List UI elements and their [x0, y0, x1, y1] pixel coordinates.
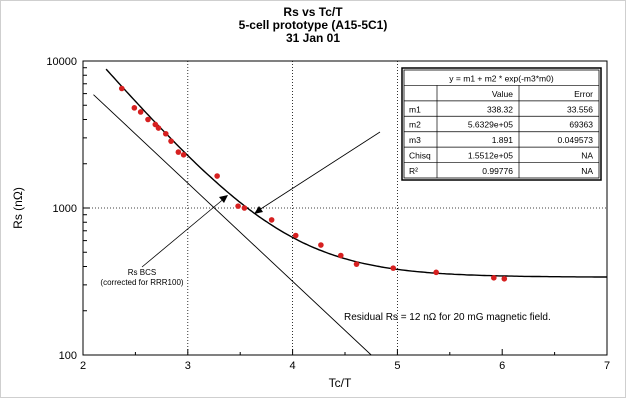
y-tick-label: 10000: [46, 56, 77, 68]
x-axis-title: Tc/T: [329, 376, 352, 390]
x-tick-label: 3: [185, 360, 191, 372]
data-point: [491, 275, 497, 281]
data-point: [292, 232, 299, 239]
x-tick-label: 4: [290, 360, 296, 372]
fit-table-param: m1: [409, 104, 421, 114]
fit-table-value: 338.32: [487, 104, 513, 114]
fit-table-error: NA: [581, 166, 593, 176]
data-point: [131, 105, 138, 111]
data-point: [241, 205, 248, 211]
chart-date: 31 Jan 01: [285, 31, 341, 45]
bcs-label-line1: Rs BCS: [128, 268, 156, 277]
fit-table-error: 69363: [569, 120, 593, 130]
data-point: [145, 116, 151, 123]
fit-table-error: 33.556: [567, 104, 593, 114]
data-point: [318, 242, 324, 248]
fit-table-value: 5.6329e+05: [468, 120, 513, 130]
fit-table-param: m2: [409, 120, 421, 130]
fit-table-header: Value: [492, 89, 513, 99]
fit-table-border: [403, 69, 600, 179]
fit-table-equation: y = m1 + m2 * exp(-m3*m0): [449, 73, 554, 83]
data-point: [162, 130, 169, 137]
fit-table-error: NA: [581, 151, 593, 161]
bcs-line: [93, 94, 372, 355]
bcs-arrow-head: [219, 195, 228, 203]
x-tick-label: 5: [394, 360, 400, 372]
bcs-label-line2: (corrected for RRR100): [100, 278, 183, 287]
fit-table-value: 1.5512e+05: [468, 151, 513, 161]
x-tick-label: 2: [80, 360, 86, 372]
y-tick-label: 1000: [53, 203, 77, 215]
data-point: [235, 203, 241, 209]
fit-table-param: Chisq: [409, 151, 431, 161]
chart-title: Rs vs Tc/T: [283, 5, 343, 19]
x-tick-label: 7: [604, 360, 610, 372]
y-axis-title: Rs (nΩ): [11, 187, 25, 229]
data-point: [180, 152, 187, 158]
fit-table-header: Error: [574, 89, 593, 99]
x-tick-label: 6: [499, 360, 505, 372]
fit-table-error: 0.049573: [558, 135, 594, 145]
data-point: [390, 265, 397, 271]
data-point: [501, 275, 508, 282]
data-point: [353, 261, 360, 267]
fit-table-value: 0.99776: [482, 166, 513, 176]
y-tick-label: 100: [59, 350, 77, 362]
data-point: [268, 217, 275, 223]
data-point: [118, 85, 125, 92]
data-point: [168, 138, 174, 144]
chart-subtitle: 5-cell prototype (A15-5C1): [238, 18, 388, 32]
data-point: [214, 173, 220, 179]
bcs-arrow-line: [141, 196, 227, 268]
data-point: [433, 269, 439, 276]
data-point: [137, 109, 144, 115]
data-point: [155, 125, 162, 131]
fit-table-param: R²: [409, 166, 418, 176]
data-point: [175, 149, 182, 155]
fit-arrow-line: [255, 131, 381, 213]
fit-table-value: 1.891: [492, 135, 514, 145]
fit-arrow-head: [254, 206, 263, 214]
fit-table-param: m3: [409, 135, 421, 145]
residual-annotation: Residual Rs = 12 nΩ for 20 mG magnetic f…: [344, 312, 551, 323]
data-point: [338, 252, 344, 259]
